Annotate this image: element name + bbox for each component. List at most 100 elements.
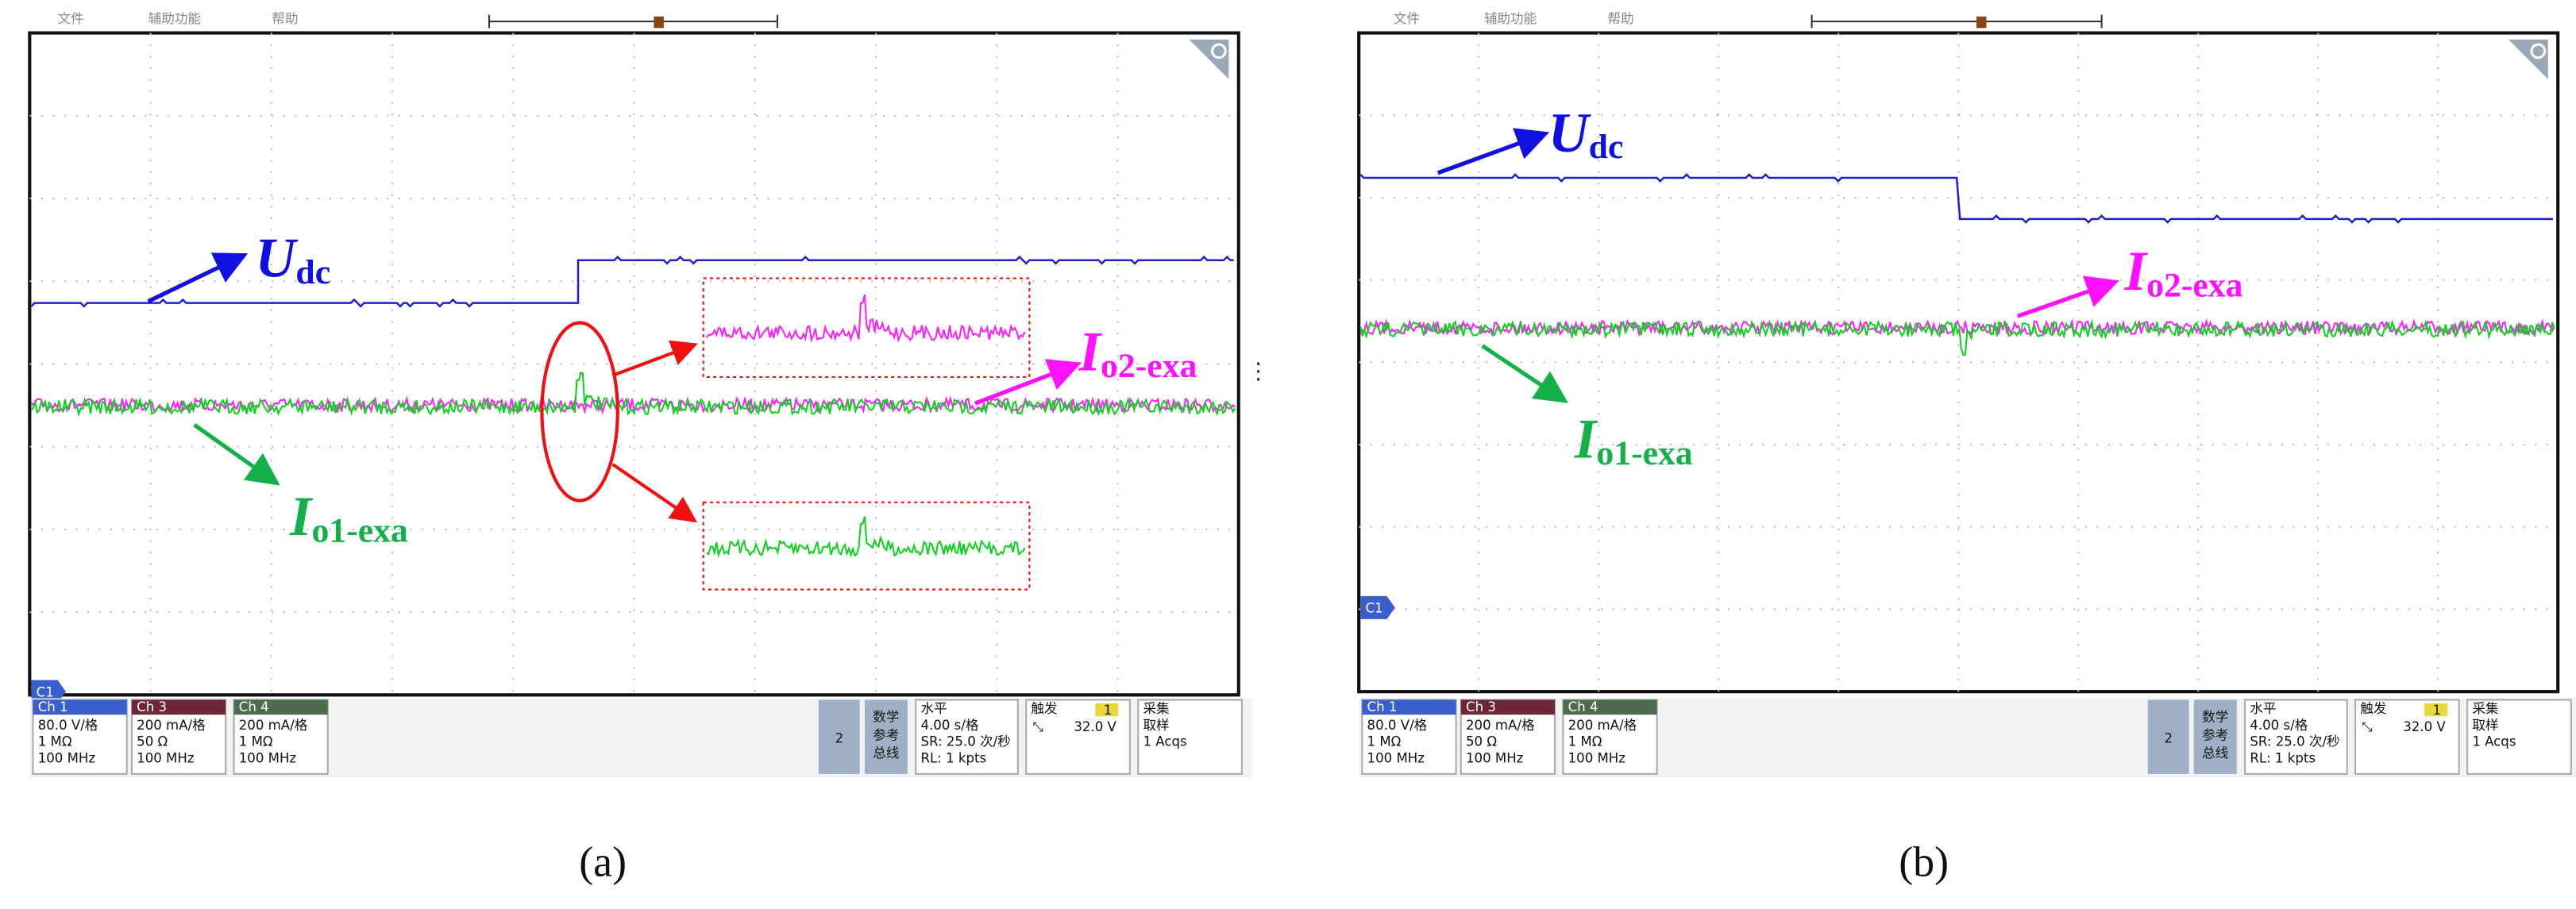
channel-head bbox=[131, 699, 226, 715]
channel-head bbox=[33, 699, 127, 715]
math-label: 参考 bbox=[873, 727, 899, 742]
zoom-lens bbox=[2530, 43, 2547, 60]
channel-setting: 1 MΩ bbox=[1367, 734, 1402, 749]
channel-head bbox=[233, 699, 328, 715]
channel-setting: 50 Ω bbox=[1466, 734, 1497, 749]
channel-name: Ch 3 bbox=[1466, 699, 1496, 714]
channel-marker bbox=[31, 680, 66, 703]
label-arrow bbox=[193, 423, 280, 486]
button[interactable] bbox=[818, 699, 860, 774]
signal-label: Io1-exa bbox=[1574, 409, 1693, 472]
label-main: I bbox=[1078, 322, 1103, 383]
button-label: 2 bbox=[835, 730, 844, 745]
arrow bbox=[611, 340, 698, 377]
button[interactable] bbox=[2147, 699, 2189, 774]
math-button[interactable] bbox=[864, 699, 908, 774]
signal-label: Udc bbox=[1548, 102, 1624, 166]
inset-box bbox=[702, 501, 1031, 591]
label-main: I bbox=[289, 486, 314, 548]
menu-item: 文件 bbox=[1394, 11, 1420, 26]
label-sub: o2-exa bbox=[1101, 347, 1197, 385]
channel-setting: 200 mA/格 bbox=[1568, 718, 1637, 733]
info-box bbox=[1137, 699, 1243, 775]
acquire-setting: 1 Acqs bbox=[1143, 734, 1186, 749]
channel-head bbox=[1563, 699, 1657, 715]
info-box bbox=[2466, 699, 2572, 775]
label-main: I bbox=[2124, 241, 2149, 302]
trigger-slope: ⤡ bbox=[2362, 719, 2373, 734]
highlight bbox=[540, 321, 619, 503]
label-arrow bbox=[2016, 275, 2119, 318]
trigger-source-bg bbox=[2424, 703, 2448, 717]
acquire-setting: 取样 bbox=[1143, 718, 1169, 733]
channel-setting: 80.0 V/格 bbox=[1367, 718, 1428, 733]
channel-name: Ch 1 bbox=[38, 699, 68, 714]
box-title: 采集 bbox=[1143, 701, 1170, 716]
label-arrow bbox=[1436, 128, 1550, 175]
label-arrow bbox=[974, 359, 1082, 406]
label-arrow bbox=[1481, 344, 1568, 403]
trace-io2 bbox=[1359, 318, 2555, 337]
timeline-view bbox=[1976, 16, 1987, 29]
trigger-level: 32.0 V bbox=[2403, 719, 2446, 734]
channel-setting: 100 MHz bbox=[1568, 750, 1625, 765]
math-label: 数学 bbox=[873, 710, 899, 725]
label-arrow bbox=[147, 252, 249, 303]
trigger-source: 1 bbox=[2433, 703, 2442, 718]
trigger-source: 1 bbox=[1104, 703, 1113, 718]
screen bbox=[1357, 31, 2560, 694]
math-button[interactable] bbox=[2193, 699, 2237, 774]
horizontal-setting: 4.00 s/格 bbox=[2250, 718, 2308, 733]
channel-setting: 100 MHz bbox=[38, 750, 95, 765]
horizontal-setting: SR: 25.0 次/秒 bbox=[2250, 734, 2339, 749]
trigger-source-bg bbox=[1095, 703, 1119, 717]
box-title: 触发 bbox=[1031, 701, 1057, 716]
box-title: 触发 bbox=[2360, 701, 2386, 716]
horizontal-setting: RL: 1 kpts bbox=[920, 750, 986, 765]
channel-setting: 100 MHz bbox=[1466, 750, 1523, 765]
channel-setting: 1 MΩ bbox=[38, 734, 72, 749]
menu-item: 辅助功能 bbox=[148, 11, 201, 26]
button-label: 2 bbox=[2164, 730, 2173, 745]
channel-head bbox=[1362, 699, 1456, 715]
channel-setting: 200 mA/格 bbox=[239, 718, 308, 733]
screen bbox=[28, 31, 1240, 697]
caption: (b) bbox=[1899, 838, 1949, 885]
channel-setting: 100 MHz bbox=[239, 750, 296, 765]
label-sub: o2-exa bbox=[2146, 266, 2243, 304]
inset-trace-io1 bbox=[706, 516, 1026, 558]
channel-name: Ch 4 bbox=[1568, 699, 1598, 714]
info-box bbox=[2244, 699, 2348, 775]
label-sub: dc bbox=[295, 253, 330, 291]
channel-setting: 100 MHz bbox=[137, 750, 194, 765]
channel-name: Ch 4 bbox=[239, 699, 269, 714]
math-label: 数学 bbox=[2202, 710, 2228, 725]
channel-marker-label: C1 bbox=[1365, 601, 1382, 616]
label-sub: o1-exa bbox=[312, 511, 409, 549]
trace-io1 bbox=[1359, 318, 2555, 356]
menu-item: 帮助 bbox=[272, 11, 298, 26]
box-title: 采集 bbox=[2472, 701, 2499, 716]
horizontal-setting: SR: 25.0 次/秒 bbox=[920, 734, 1010, 749]
channel-name: Ch 1 bbox=[1367, 699, 1398, 714]
side-dots: ⋮ bbox=[1247, 357, 1270, 384]
horizontal-setting: RL: 1 kpts bbox=[2250, 750, 2316, 765]
channel-name: Ch 3 bbox=[137, 699, 167, 714]
acquire-setting: 1 Acqs bbox=[2472, 734, 2516, 749]
signal-label: Io2-exa bbox=[1078, 322, 1197, 385]
menu-item: 辅助功能 bbox=[1484, 11, 1537, 26]
channel-setting: 50 Ω bbox=[137, 734, 168, 749]
channel-head bbox=[1460, 699, 1556, 715]
math-label: 总线 bbox=[2202, 745, 2228, 761]
signal-label: Io2-exa bbox=[2124, 241, 2243, 304]
timeline-view bbox=[654, 16, 664, 29]
label-main: U bbox=[255, 227, 298, 289]
math-label: 参考 bbox=[2202, 727, 2228, 742]
channel-setting: 1 MΩ bbox=[239, 734, 273, 749]
trace-io1 bbox=[30, 372, 1236, 418]
caption: (a) bbox=[579, 838, 627, 885]
trace-udc bbox=[1359, 173, 2553, 224]
